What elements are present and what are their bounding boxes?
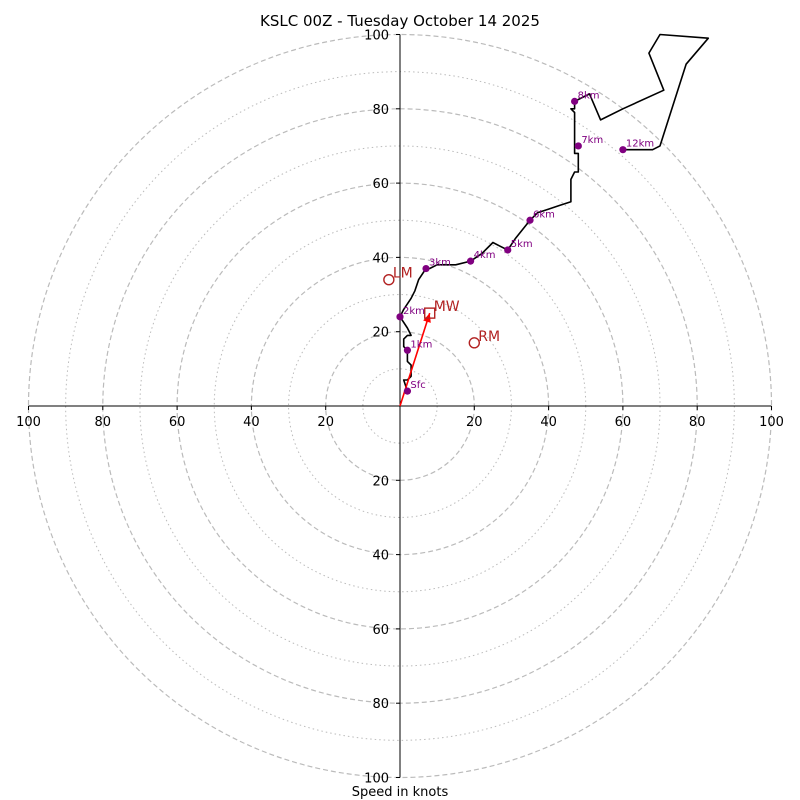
- height-point-6km: [526, 216, 534, 224]
- rm-label: RM: [478, 329, 500, 345]
- y-tick-label: 20: [372, 326, 389, 341]
- height-label-6km: 6km: [533, 209, 555, 220]
- y-tick-label: 20: [372, 474, 389, 489]
- mw-label: MW: [434, 299, 460, 315]
- lm-marker: [383, 273, 395, 286]
- y-tick-label: 80: [372, 103, 389, 118]
- chart-title: KSLC 00Z - Tuesday October 14 2025: [260, 12, 540, 30]
- y-tick-label: 80: [372, 697, 389, 712]
- x-tick-label: 60: [615, 415, 632, 430]
- x-axis-label: Speed in knots: [352, 785, 449, 800]
- x-tick-label: 40: [243, 415, 260, 430]
- y-tick-label: 40: [372, 549, 389, 564]
- mw-marker: [424, 307, 436, 319]
- height-point-sfc: [403, 387, 412, 395]
- height-label-5km: 5km: [511, 239, 533, 250]
- height-label-12km: 12km: [626, 139, 654, 150]
- height-point-group: Sfc 1km 2km 3km 4km 5km 6km 7km 8km 12km: [396, 90, 654, 395]
- x-tick-label: 80: [689, 415, 706, 430]
- height-point-4km: [466, 257, 475, 265]
- height-point-1km: [403, 346, 412, 354]
- x-tick-label: 100: [16, 415, 41, 430]
- y-tick-label: 60: [372, 177, 389, 192]
- tick-label-group: 100 80 60 40 20 20 40 60 80 100 100 80 60 40 20 20 40 60 8…: [16, 29, 784, 787]
- x-tick-label: 40: [540, 415, 557, 430]
- height-point-7km: [574, 142, 582, 150]
- height-label-7km: 7km: [581, 135, 603, 146]
- height-label-1km: 1km: [410, 339, 432, 350]
- height-point-8km: [571, 97, 579, 105]
- height-point-12km: [619, 146, 627, 154]
- x-tick-label: 20: [317, 415, 334, 430]
- y-tick-label: 40: [372, 251, 389, 266]
- rm-marker: [468, 337, 480, 349]
- x-tick-label: 60: [169, 415, 186, 430]
- storm-motion-group: MW RM LM: [383, 266, 500, 349]
- height-point-3km: [422, 264, 430, 273]
- hodograph-trace-group: [399, 33, 710, 392]
- x-tick-label: 20: [466, 415, 483, 430]
- y-tick-label: 100: [364, 29, 389, 44]
- lm-label: LM: [393, 266, 413, 282]
- height-label-4km: 4km: [474, 250, 496, 261]
- y-tick-label: 100: [364, 772, 389, 787]
- height-label-8km: 8km: [578, 90, 600, 101]
- height-point-2km: [396, 313, 404, 321]
- y-tick-label: 60: [372, 623, 389, 638]
- height-label-3km: 3km: [429, 258, 451, 269]
- x-tick-label: 80: [95, 415, 112, 430]
- height-label-2km: 2km: [403, 306, 425, 317]
- height-point-5km: [504, 246, 512, 254]
- x-tick-label: 100: [759, 415, 784, 430]
- height-label-sfc: Sfc: [410, 380, 425, 391]
- hodograph-trace: [399, 33, 710, 392]
